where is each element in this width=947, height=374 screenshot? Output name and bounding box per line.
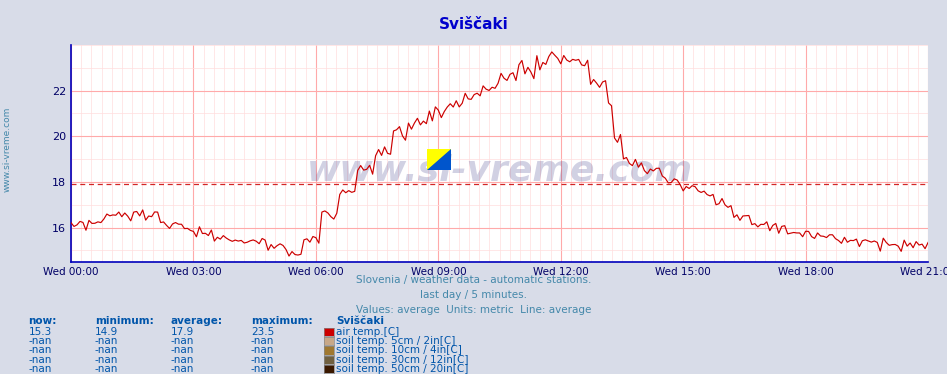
Text: Values: average  Units: metric  Line: average: Values: average Units: metric Line: aver… — [356, 305, 591, 315]
Text: -nan: -nan — [95, 336, 118, 346]
Text: minimum:: minimum: — [95, 316, 153, 325]
Polygon shape — [427, 149, 451, 171]
Text: soil temp. 5cm / 2in[C]: soil temp. 5cm / 2in[C] — [336, 336, 456, 346]
Text: Sviščaki: Sviščaki — [438, 17, 509, 32]
Text: soil temp. 30cm / 12in[C]: soil temp. 30cm / 12in[C] — [336, 355, 469, 365]
Text: -nan: -nan — [95, 364, 118, 374]
Text: soil temp. 50cm / 20in[C]: soil temp. 50cm / 20in[C] — [336, 364, 469, 374]
Text: www.si-vreme.com: www.si-vreme.com — [307, 154, 692, 188]
Text: -nan: -nan — [251, 336, 275, 346]
Text: 15.3: 15.3 — [28, 327, 52, 337]
Text: air temp.[C]: air temp.[C] — [336, 327, 400, 337]
Text: -nan: -nan — [170, 355, 194, 365]
Text: 23.5: 23.5 — [251, 327, 275, 337]
Text: -nan: -nan — [170, 346, 194, 355]
Text: -nan: -nan — [28, 346, 52, 355]
Text: 14.9: 14.9 — [95, 327, 118, 337]
Polygon shape — [427, 149, 451, 171]
Text: Sviščaki: Sviščaki — [336, 316, 384, 325]
Text: soil temp. 10cm / 4in[C]: soil temp. 10cm / 4in[C] — [336, 346, 462, 355]
Text: -nan: -nan — [28, 336, 52, 346]
Text: last day / 5 minutes.: last day / 5 minutes. — [420, 290, 527, 300]
Text: now:: now: — [28, 316, 57, 325]
Text: 17.9: 17.9 — [170, 327, 194, 337]
Text: -nan: -nan — [170, 364, 194, 374]
Text: -nan: -nan — [251, 346, 275, 355]
Text: -nan: -nan — [251, 355, 275, 365]
Text: Slovenia / weather data - automatic stations.: Slovenia / weather data - automatic stat… — [356, 275, 591, 285]
Text: maximum:: maximum: — [251, 316, 313, 325]
Text: -nan: -nan — [170, 336, 194, 346]
Text: -nan: -nan — [95, 346, 118, 355]
Text: -nan: -nan — [251, 364, 275, 374]
Text: average:: average: — [170, 316, 223, 325]
Text: -nan: -nan — [28, 355, 52, 365]
Text: -nan: -nan — [95, 355, 118, 365]
Text: www.si-vreme.com: www.si-vreme.com — [3, 107, 12, 192]
Text: -nan: -nan — [28, 364, 52, 374]
